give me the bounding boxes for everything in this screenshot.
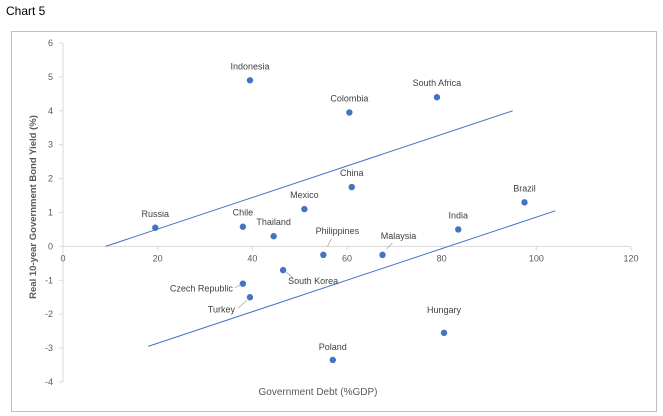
boundary-lines — [105, 110, 556, 347]
x-tick-label: 120 — [623, 253, 638, 263]
data-point — [348, 183, 355, 191]
x-tick-label: 0 — [60, 253, 65, 263]
leader-line — [234, 284, 242, 289]
trend-line — [148, 210, 556, 347]
y-tick-label: -1 — [45, 275, 53, 285]
data-point — [301, 205, 308, 213]
x-tick-label: 100 — [529, 253, 544, 263]
data-point — [433, 94, 441, 101]
trend-line — [105, 110, 513, 247]
y-tick-label: -2 — [45, 309, 53, 319]
y-tick-label: 6 — [48, 38, 53, 48]
x-tick-label: 40 — [247, 253, 257, 263]
leader-line — [237, 299, 248, 309]
point-label: Brazil — [513, 183, 536, 193]
x-tick-label: 60 — [342, 253, 352, 263]
point-label: Hungary — [427, 305, 462, 315]
point-label: Malaysia — [381, 231, 417, 241]
data-points — [152, 77, 528, 364]
data-point — [152, 224, 159, 231]
x-axis-title: Government Debt (%GDP) — [259, 387, 378, 398]
data-point — [246, 77, 254, 84]
data-point — [279, 266, 287, 274]
chart-heading: Chart 5 — [6, 4, 46, 18]
point-label: Indonesia — [230, 61, 269, 71]
x-tick-label: 20 — [153, 253, 163, 263]
leader-line — [386, 242, 393, 250]
chart-area: 0 20 40 60 80 100 120 6 5 4 3 2 1 0 -1 -2 -3 -4 Indonesia… — [11, 31, 657, 412]
data-point — [346, 109, 353, 116]
scatter-plot: 0 20 40 60 80 100 120 6 5 4 3 2 1 0 -1 -2 -3 -4 Indonesia… — [28, 38, 639, 398]
y-tick-label: -4 — [45, 377, 53, 387]
point-label: Poland — [319, 342, 347, 352]
data-point — [329, 356, 336, 364]
point-label: Mexico — [290, 190, 319, 200]
point-label: Turkey — [208, 304, 236, 314]
point-label: India — [448, 210, 468, 220]
axes: 0 20 40 60 80 100 120 6 5 4 3 2 1 0 -1 -2 -3 -4 — [45, 38, 639, 387]
point-label: South Africa — [413, 78, 462, 88]
y-tick-label: 5 — [48, 72, 53, 82]
y-tick-label: 2 — [48, 174, 53, 184]
point-label: Philippines — [316, 226, 360, 236]
leader-line — [285, 271, 294, 279]
y-axis-title: Real 10-year Government Bond Yield (%) — [28, 115, 39, 299]
point-label: Colombia — [330, 93, 368, 103]
data-point — [239, 280, 247, 287]
y-tick-label: 3 — [48, 140, 53, 150]
point-labels: Indonesia South Africa Colombia China Brazil… — [142, 61, 536, 352]
data-point — [521, 199, 528, 206]
point-label: China — [340, 168, 364, 178]
y-tick-label: 0 — [48, 241, 53, 251]
y-tick-label: 1 — [48, 208, 53, 218]
data-point — [320, 251, 327, 259]
leader-line — [326, 238, 332, 248]
point-label: Thailand — [256, 217, 291, 227]
data-point — [246, 294, 254, 301]
point-label: Chile — [233, 208, 254, 218]
x-tick-label: 80 — [437, 253, 447, 263]
data-point — [270, 233, 277, 240]
point-label: Russia — [142, 209, 170, 219]
data-point — [455, 226, 462, 233]
data-point — [379, 251, 386, 259]
point-label: South Korea — [288, 276, 338, 286]
data-point — [440, 329, 448, 337]
point-label: Czech Republic — [170, 284, 234, 294]
data-point — [239, 223, 247, 230]
y-tick-label: 4 — [48, 106, 53, 116]
y-tick-label: -3 — [45, 343, 53, 353]
